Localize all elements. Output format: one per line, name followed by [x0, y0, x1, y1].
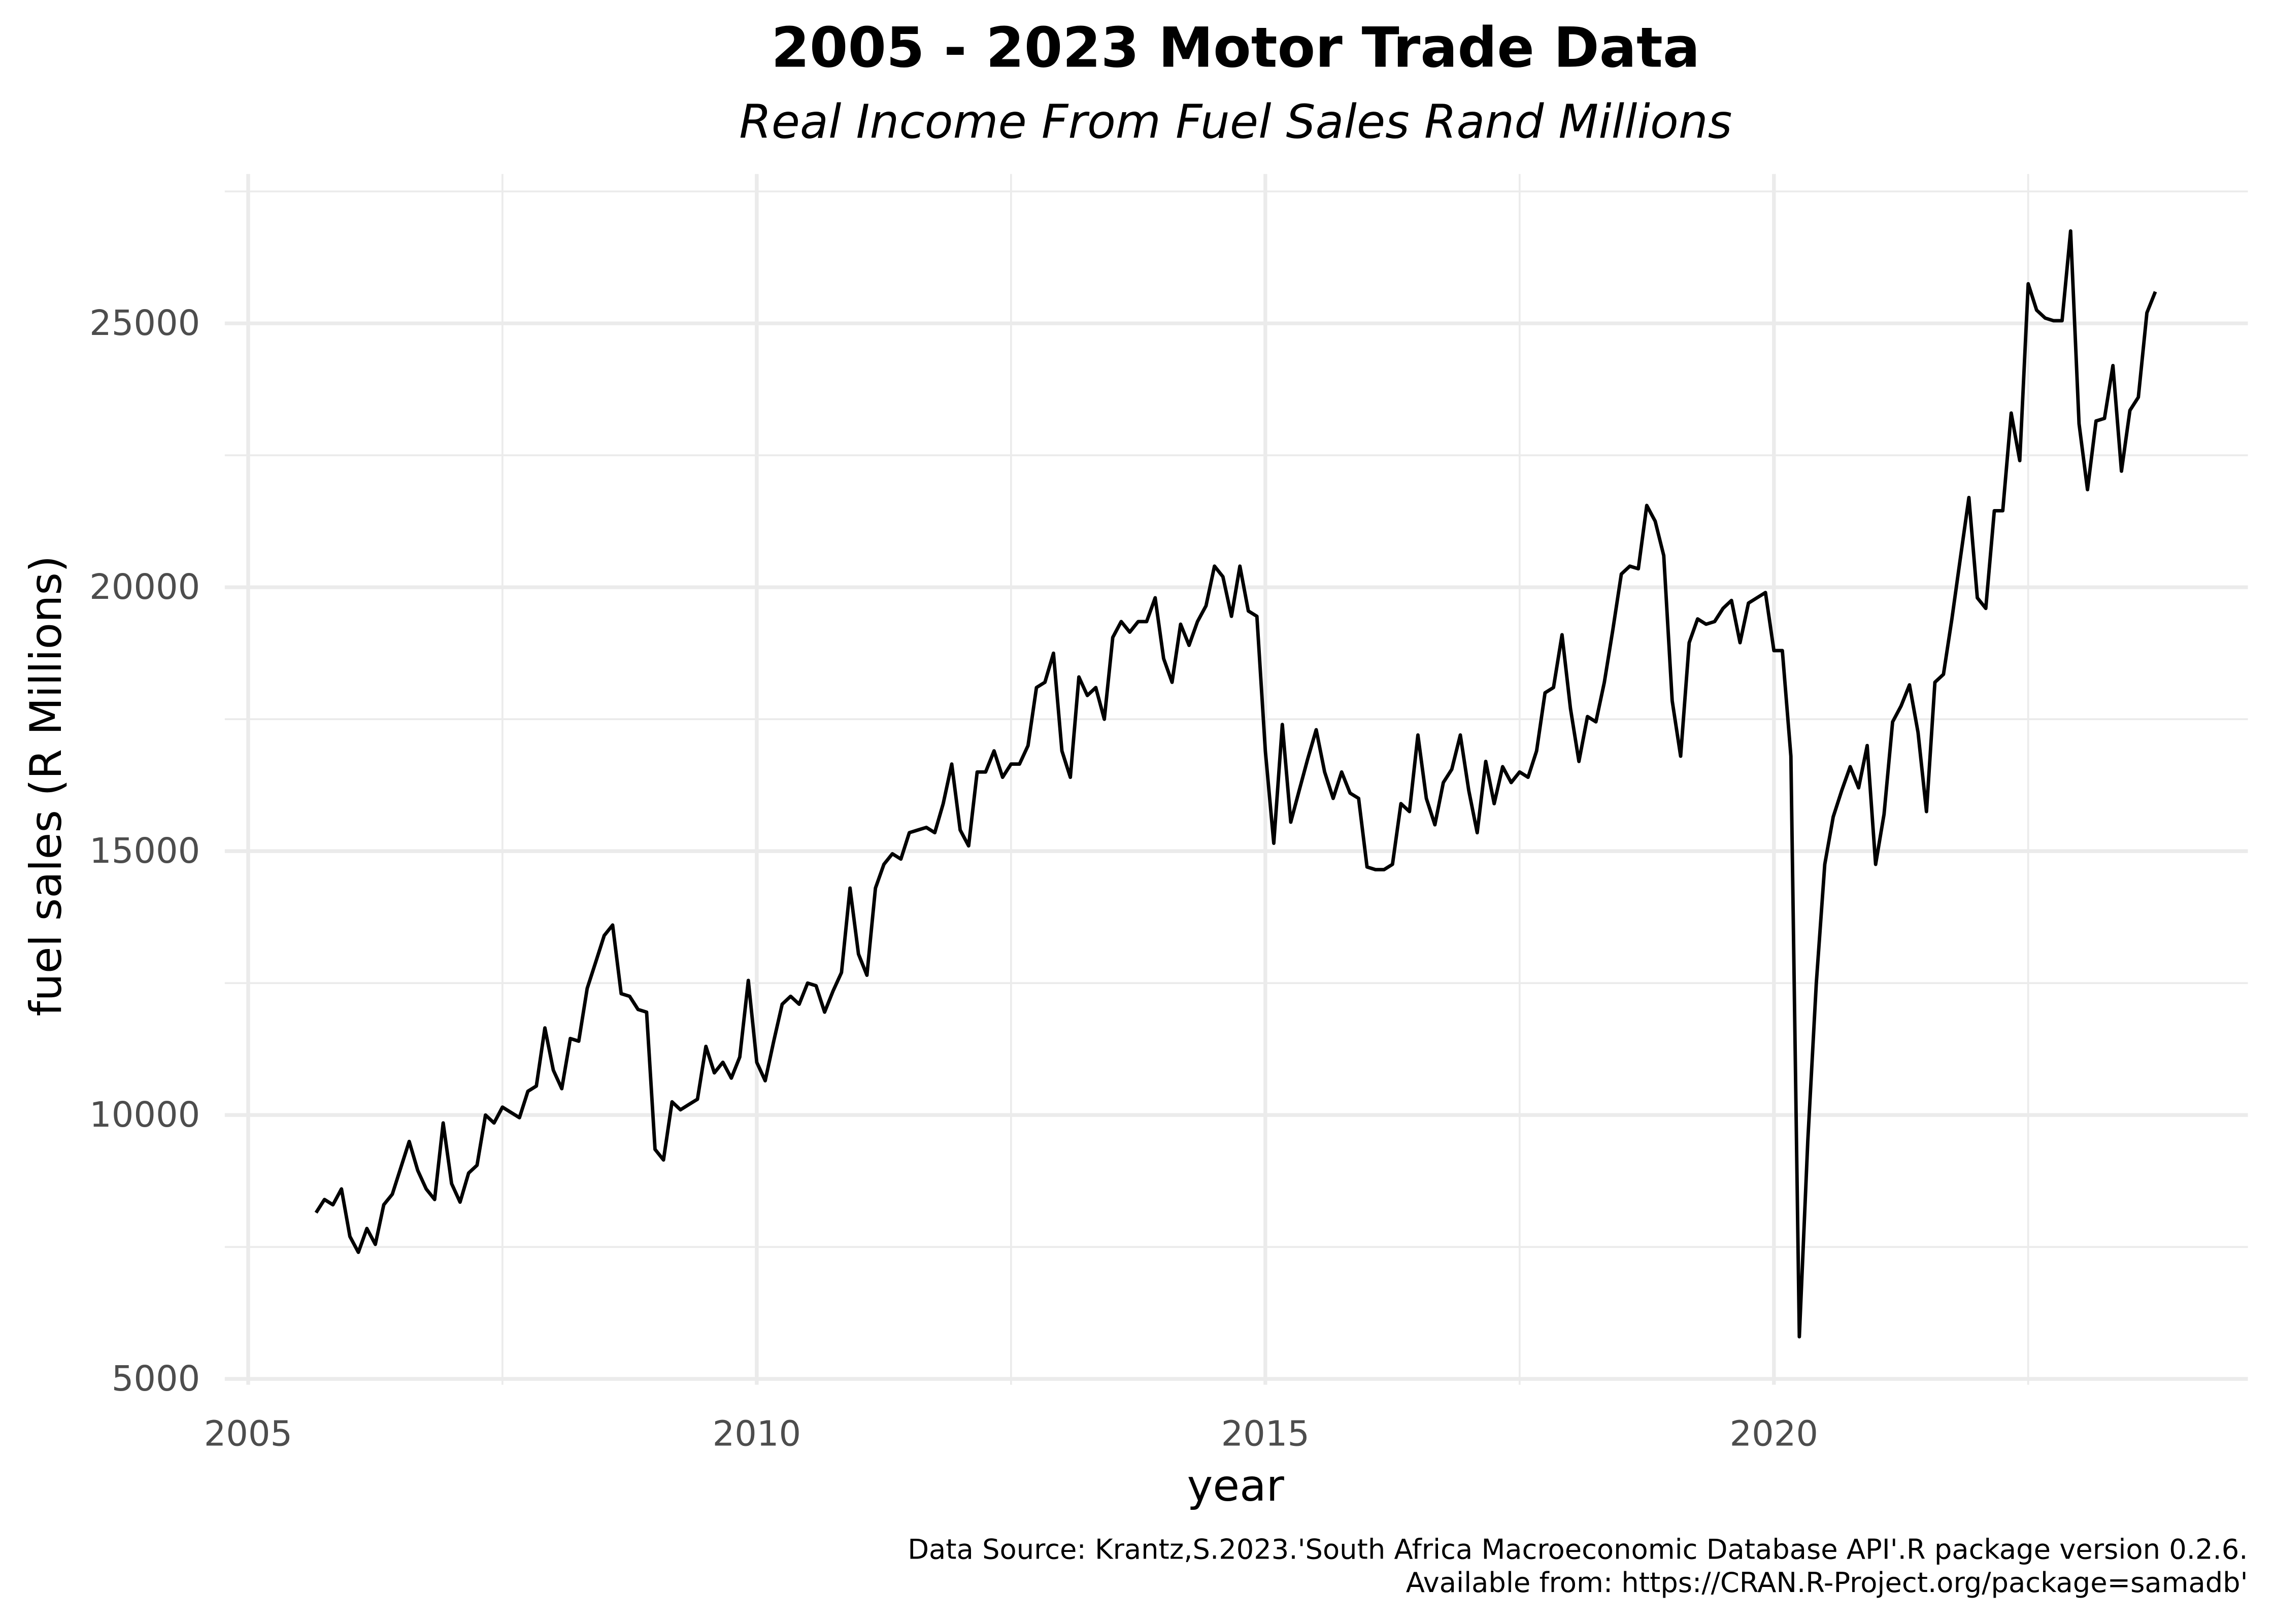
y-tick-label: 20000: [89, 567, 200, 607]
chart-subtitle: Real Income From Fuel Sales Rand Million…: [739, 94, 1732, 149]
grid: [224, 174, 2248, 1385]
x-tick-label: 2005: [204, 1414, 293, 1454]
y-tick-label: 25000: [89, 303, 200, 344]
caption: Available from: https://CRAN.R-Project.o…: [1406, 1567, 2248, 1599]
y-tick-label: 5000: [112, 1359, 200, 1399]
x-tick-label: 2015: [1221, 1414, 1310, 1454]
x-tick-label: 2010: [713, 1414, 801, 1454]
y-tick-label: 15000: [89, 831, 200, 871]
y-tick-label: 10000: [89, 1095, 200, 1135]
caption: Data Source: Krantz,S.2023.'South Africa…: [908, 1533, 2248, 1565]
chart-title: 2005 - 2023 Motor Trade Data: [771, 15, 1700, 80]
data-line: [314, 229, 2157, 1339]
x-axis-title: year: [1187, 1461, 1285, 1511]
y-axis-title: fuel sales (R Millions): [21, 556, 72, 1017]
plot: [314, 229, 2157, 1339]
x-tick-label: 2020: [1730, 1414, 1818, 1454]
